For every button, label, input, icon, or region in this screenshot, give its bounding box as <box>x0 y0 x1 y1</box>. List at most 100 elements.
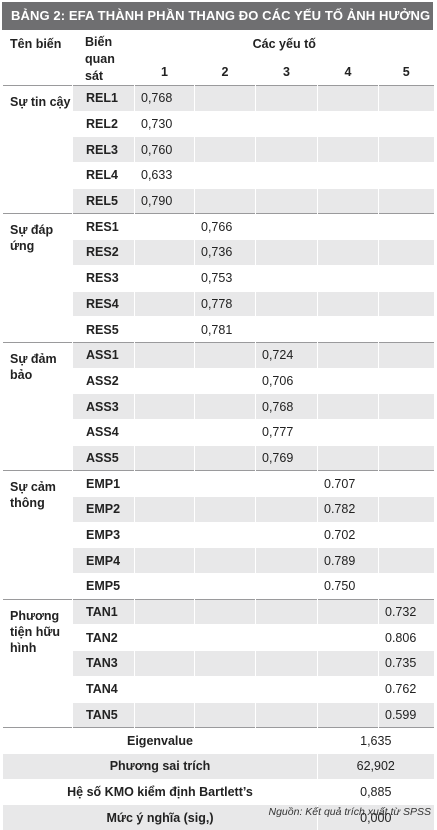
empty-cell <box>255 316 318 343</box>
factor-loading: 0.750 <box>317 573 379 600</box>
empty-cell <box>134 264 195 291</box>
empty-cell <box>317 162 379 189</box>
empty-cell <box>377 521 434 548</box>
observed-variable-code: EMP4 <box>72 547 135 574</box>
empty-cell <box>255 701 318 728</box>
empty-cell <box>194 110 256 137</box>
table-row: ASS5 0,769 <box>3 444 434 471</box>
factor-loading: 0,706 <box>255 367 318 394</box>
empty-cell <box>194 701 256 728</box>
summary-value: 1,635 <box>316 727 434 754</box>
empty-cell <box>317 598 379 625</box>
empty-cell <box>194 496 256 523</box>
table-row: TAN3 0.735 <box>3 650 434 677</box>
table-row: ASS4 0,777 <box>3 418 434 446</box>
header-row: Tên biến Biến quan sát Các yếu tố <box>2 29 434 86</box>
factor-loading: 0,777 <box>255 418 318 446</box>
empty-cell <box>377 496 434 523</box>
empty-cell <box>317 701 379 728</box>
table-row: RES3 0,753 <box>3 264 434 291</box>
group-name: Phương tiện hữu hình <box>2 598 73 728</box>
table-row: Sự cảm thông EMP1 0.707 <box>2 470 434 600</box>
observed-variable-code: RES2 <box>72 239 135 266</box>
empty-cell <box>377 418 434 446</box>
empty-cell <box>377 264 434 291</box>
empty-cell <box>134 496 195 523</box>
empty-cell <box>317 341 379 369</box>
empty-cell <box>255 470 318 497</box>
empty-cell <box>134 393 195 420</box>
empty-cell <box>255 521 318 548</box>
observed-variable-code: EMP1 <box>72 470 135 497</box>
table-row: ASS2 0,706 <box>3 367 434 394</box>
empty-cell <box>255 290 318 317</box>
empty-cell <box>377 213 434 240</box>
empty-cell <box>317 136 379 163</box>
observed-variable-code: REL4 <box>72 162 135 189</box>
empty-cell <box>317 675 379 702</box>
factor-loading: 0.732 <box>377 598 434 625</box>
empty-cell <box>134 573 195 600</box>
empty-cell <box>194 136 256 163</box>
empty-cell <box>317 367 379 394</box>
empty-cell <box>194 444 256 471</box>
table-row: RES2 0,736 <box>3 239 434 266</box>
source-note: Nguồn: Kết quả trích xuất từ SPSS <box>268 806 432 818</box>
group-name: Sự đảm bảo <box>2 341 73 471</box>
empty-cell <box>194 367 256 394</box>
observed-variable-code: TAN4 <box>72 675 135 702</box>
empty-cell <box>255 162 318 189</box>
table-row: TAN2 0.806 <box>3 624 434 651</box>
table-row: EMP2 0.782 <box>3 496 434 523</box>
header-variable-name: Tên biến <box>2 30 73 86</box>
header-observed-variable: Biến quan sát <box>72 30 135 86</box>
table-row: ASS3 0,768 <box>3 393 434 420</box>
empty-cell <box>377 367 434 394</box>
empty-cell <box>194 341 256 369</box>
observed-variable-code: RES5 <box>72 316 135 343</box>
header-factor: 5 <box>377 57 434 86</box>
observed-variable-code: TAN3 <box>72 650 135 677</box>
empty-cell <box>317 418 379 446</box>
empty-cell <box>255 136 318 163</box>
factor-loading: 0.789 <box>317 547 379 574</box>
empty-cell <box>377 470 434 497</box>
observed-variable-code: RES4 <box>72 290 135 317</box>
factor-loading: 0,781 <box>194 316 256 343</box>
empty-cell <box>377 393 434 420</box>
empty-cell <box>255 264 318 291</box>
empty-cell <box>194 418 256 446</box>
summary-row: Eigenvalue 1,635 <box>2 727 434 754</box>
observed-variable-code: ASS5 <box>72 444 135 471</box>
empty-cell <box>377 85 434 112</box>
empty-cell <box>317 316 379 343</box>
empty-cell <box>134 650 195 677</box>
observed-variable-code: TAN1 <box>72 598 135 625</box>
header-factor-numbers: 1 2 3 4 5 <box>3 57 434 86</box>
empty-cell <box>194 675 256 702</box>
table-title: BẢNG 2: EFA THÀNH PHẦN THANG ĐO CÁC YẾU … <box>2 2 433 30</box>
empty-cell <box>134 675 195 702</box>
factor-loading: 0,753 <box>194 264 256 291</box>
empty-cell <box>194 85 256 112</box>
empty-cell <box>255 547 318 574</box>
empty-cell <box>134 316 195 343</box>
empty-cell <box>317 239 379 266</box>
empty-cell <box>377 136 434 163</box>
observed-variable-code: EMP2 <box>72 496 135 523</box>
group-name: Sự tin cậy <box>2 84 73 214</box>
empty-cell <box>317 444 379 471</box>
empty-cell <box>255 187 318 214</box>
header-factor: 2 <box>194 57 256 86</box>
empty-cell <box>377 341 434 369</box>
empty-cell <box>317 290 379 317</box>
empty-cell <box>194 598 256 625</box>
factor-loading: 0,760 <box>134 136 195 163</box>
observed-variable-code: EMP5 <box>72 573 135 600</box>
table-body: Tên biến Biến quan sát Các yếu tố 1 2 3 … <box>2 29 434 830</box>
table-row: REL2 0,730 <box>3 110 434 137</box>
empty-cell <box>134 547 195 574</box>
empty-cell <box>134 213 195 240</box>
empty-cell <box>194 521 256 548</box>
summary-row: Mức ý nghĩa (sig,) 0,000 <box>2 804 434 830</box>
